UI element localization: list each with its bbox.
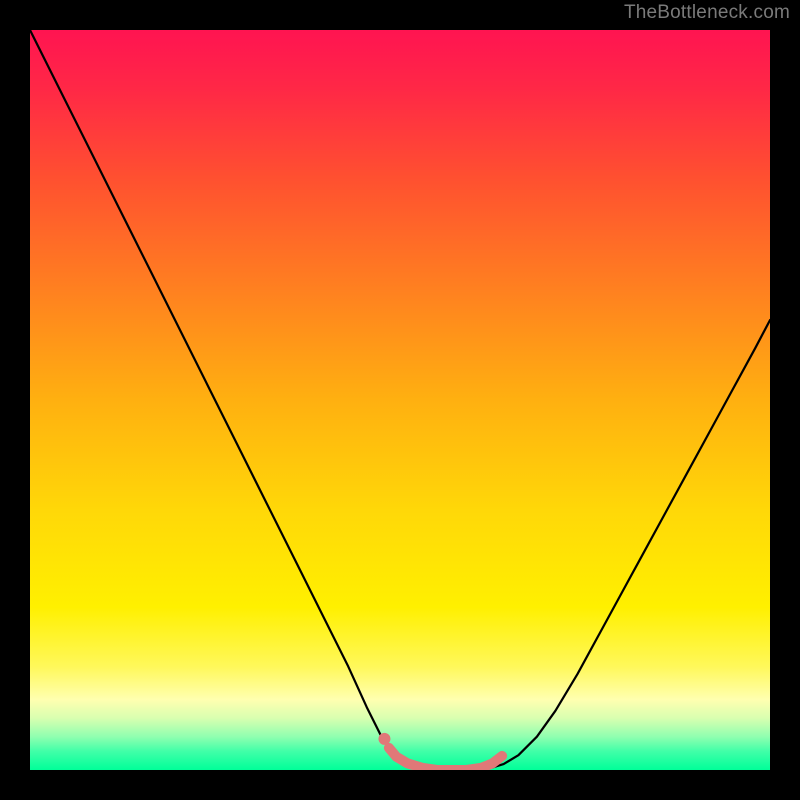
- curve-layer: [30, 30, 770, 770]
- optimal-range-marker: [389, 748, 502, 770]
- plot-area: [30, 30, 770, 770]
- watermark-text: TheBottleneck.com: [624, 2, 790, 24]
- optimal-range-start-dot: [378, 733, 390, 745]
- chart-container: TheBottleneck.com: [0, 0, 800, 800]
- bottleneck-curve-line: [30, 30, 770, 770]
